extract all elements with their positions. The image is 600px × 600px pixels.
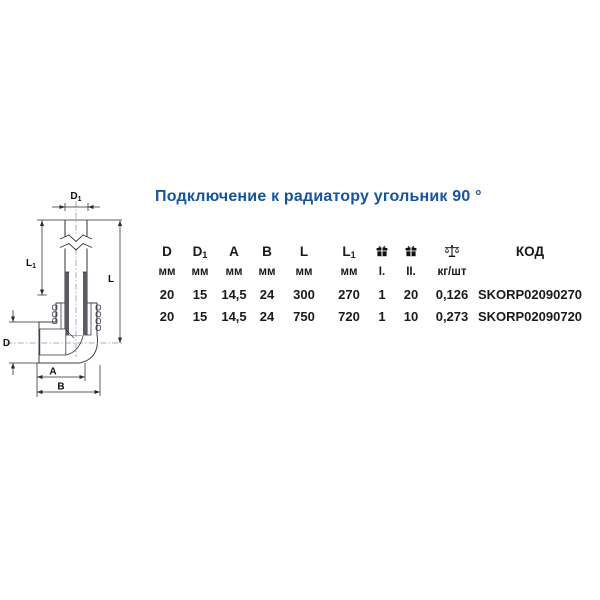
product-code: SKORP02090720 bbox=[477, 308, 583, 324]
unit-label: II. bbox=[406, 266, 416, 278]
pipe-break-symbol bbox=[59, 234, 93, 251]
column-header-a: A bbox=[229, 243, 239, 259]
package-icon bbox=[376, 245, 388, 257]
unit-label: мм bbox=[158, 266, 176, 278]
dim-label-d1: D1 bbox=[70, 191, 81, 203]
dim-label-l: L bbox=[108, 274, 114, 285]
table-cell: 0,126 bbox=[435, 286, 469, 302]
table-cell: 0,273 bbox=[435, 308, 469, 324]
elbow-inner-lines bbox=[65, 329, 84, 356]
table-cell: 20 bbox=[159, 286, 175, 302]
table-cell: 300 bbox=[293, 286, 315, 302]
unit-label: мм bbox=[295, 266, 313, 278]
table-cell: 24 bbox=[259, 286, 275, 302]
dimension-l: L bbox=[108, 220, 122, 343]
dim-label-l1: L1 bbox=[26, 258, 36, 270]
unit-label: мм bbox=[225, 266, 243, 278]
unit-label: кг/шт bbox=[437, 266, 467, 278]
unit-label: мм bbox=[340, 266, 358, 278]
unit-label: мм bbox=[258, 266, 276, 278]
page-title: Подключение к радиатору угольник 90 ° bbox=[155, 188, 482, 205]
column-header-code: КОД bbox=[515, 243, 545, 259]
table-cell: 10 bbox=[403, 308, 419, 324]
technical-drawing: D1 L1 L D bbox=[3, 191, 124, 397]
table-cell: 750 bbox=[293, 308, 315, 324]
column-header-pack2 bbox=[392, 241, 430, 261]
table-cell: 1 bbox=[378, 308, 386, 324]
socket-opening bbox=[39, 328, 67, 356]
table-cell: 24 bbox=[259, 308, 275, 324]
table-cell: 14,5 bbox=[221, 286, 247, 302]
table-cell: 720 bbox=[338, 308, 360, 324]
dim-label-b: B bbox=[57, 382, 64, 393]
dimension-d: D bbox=[3, 310, 39, 375]
dim-label-a: A bbox=[49, 367, 56, 378]
package-icon bbox=[405, 245, 417, 257]
table-cell: 14,5 bbox=[221, 308, 247, 324]
dimension-d1: D1 bbox=[52, 191, 100, 211]
dimension-l1: L1 bbox=[26, 220, 47, 296]
column-header-b: B bbox=[262, 243, 272, 259]
unit-label: I. bbox=[378, 266, 386, 278]
column-header-d: D bbox=[162, 243, 172, 259]
column-header-weight bbox=[430, 241, 474, 261]
table-cell: 20 bbox=[403, 286, 419, 302]
dimension-a: A bbox=[36, 363, 86, 397]
table-cell: 20 bbox=[159, 308, 175, 324]
table-cell: 270 bbox=[338, 286, 360, 302]
column-header-l: L bbox=[299, 243, 309, 259]
table-cell: 1 bbox=[378, 286, 386, 302]
unit-label: мм bbox=[191, 266, 209, 278]
column-header-pack1 bbox=[372, 241, 392, 261]
dim-label-d: D bbox=[3, 338, 10, 349]
product-code: SKORP02090270 bbox=[477, 286, 583, 302]
table-cell: 15 bbox=[192, 286, 208, 302]
scale-icon bbox=[444, 244, 460, 257]
table-cell: 15 bbox=[192, 308, 208, 324]
unit-label bbox=[474, 261, 586, 283]
dimension-b: B bbox=[37, 365, 101, 396]
